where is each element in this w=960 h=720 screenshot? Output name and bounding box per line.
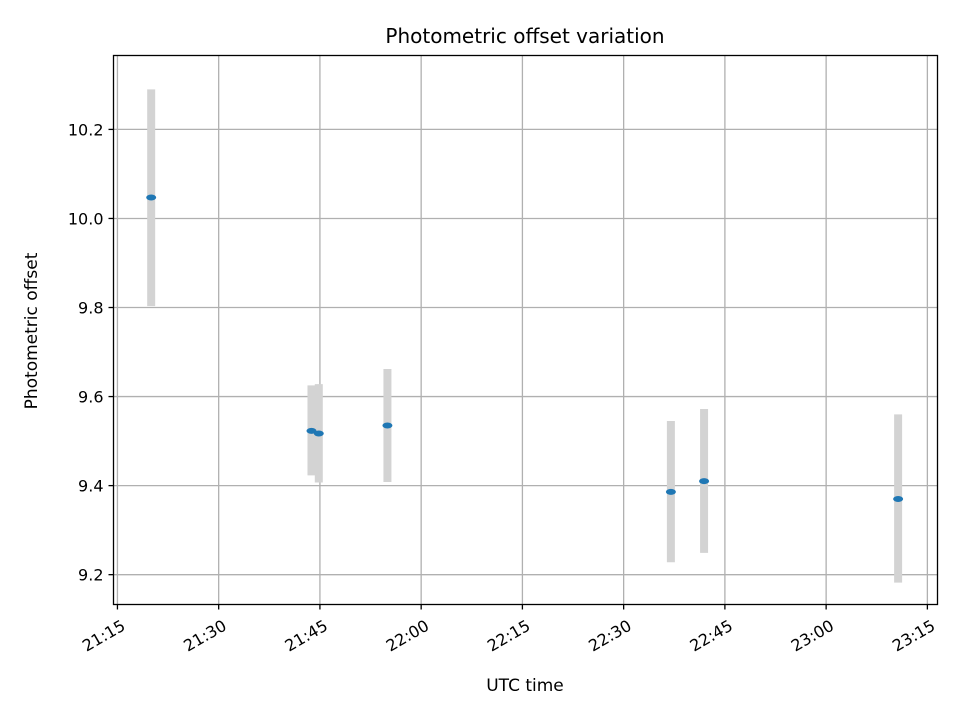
y-tick-label: 10.2 (68, 120, 104, 139)
data-point (382, 422, 393, 429)
chart-title: Photometric offset variation (385, 24, 664, 48)
y-tick-label: 10.0 (68, 209, 104, 228)
y-tick-label: 9.6 (78, 388, 103, 407)
y-axis-title: Photometric offset (22, 252, 42, 409)
y-tick-label: 9.8 (78, 299, 103, 318)
data-point (699, 478, 710, 485)
data-point (146, 194, 157, 201)
data-point (313, 430, 324, 437)
data-point (306, 427, 317, 434)
data-points (146, 194, 904, 502)
y-axis-ticks: 9.2 9.4 9.6 9.8 10.0 10.2 (68, 120, 114, 585)
grid-lines (113, 55, 938, 605)
data-point (893, 495, 904, 502)
plot-frame (112, 54, 939, 606)
y-tick-label: 9.2 (78, 566, 103, 585)
y-tick-label: 9.4 (78, 477, 103, 496)
data-point (665, 488, 676, 495)
x-axis-title: UTC time (486, 676, 564, 696)
